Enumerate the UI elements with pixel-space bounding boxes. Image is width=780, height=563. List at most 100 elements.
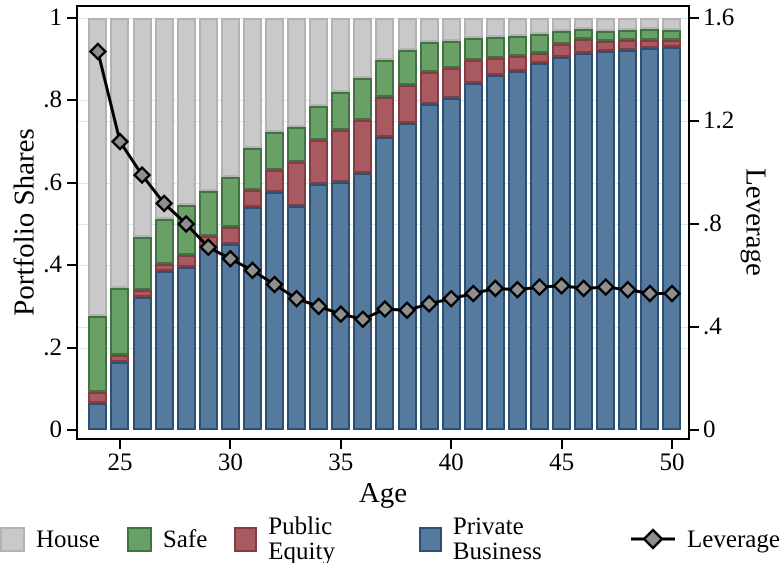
bar-safe-age-45 <box>552 30 572 44</box>
x-axis-tick-label: 25 <box>107 449 133 476</box>
bar-safe-age-44 <box>530 34 549 53</box>
bar-public-equity-age-30 <box>220 226 240 245</box>
bar-safe-age-34 <box>309 105 329 140</box>
left-axis-tick-label: .6 <box>43 168 62 196</box>
leverage-marker-age-30 <box>221 249 240 268</box>
bar-public-equity-age-34 <box>309 139 329 185</box>
bar-safe-age-48 <box>618 30 638 40</box>
house-swatch-icon <box>0 526 25 552</box>
x-axis-tick-label: 40 <box>438 449 464 476</box>
left-axis-tick <box>67 429 76 431</box>
right-axis-tick <box>690 326 699 328</box>
right-axis-tick-label: .8 <box>703 210 722 237</box>
bar-public-equity-age-40 <box>441 68 461 99</box>
right-axis-tick-label: .4 <box>703 313 722 340</box>
bar-house-age-46 <box>574 18 594 30</box>
legend-label: Public Equity <box>268 513 335 563</box>
bar-safe-age-41 <box>463 38 483 61</box>
legend-item-house: House <box>0 526 100 552</box>
leverage-marker-age-47 <box>596 277 615 297</box>
bar-safe-age-50 <box>662 29 682 40</box>
bar-house-age-48 <box>618 18 638 31</box>
leverage-marker-age-26 <box>132 165 152 185</box>
bar-house-age-40 <box>441 18 461 42</box>
bar-safe-age-31 <box>242 147 262 190</box>
leverage-line-layer <box>88 42 682 329</box>
right-axis-tick-label: 1.2 <box>703 107 735 134</box>
bar-public-equity-age-48 <box>618 39 638 51</box>
left-axis-tick <box>67 346 76 349</box>
legend-label: Private Business <box>452 513 542 563</box>
bar-private-business-age-36 <box>353 173 373 430</box>
bar-public-equity-age-27 <box>154 264 174 272</box>
leverage-marker-age-31 <box>243 261 262 280</box>
right-axis-tick-label: 1.6 <box>703 4 735 31</box>
leverage-marker-age-37 <box>375 299 395 319</box>
bar-public-equity-age-24 <box>88 392 108 404</box>
bar-house-age-45 <box>552 18 572 31</box>
bar-safe-age-38 <box>397 50 417 86</box>
bar-safe-age-36 <box>353 78 373 121</box>
bar-private-business-age-46 <box>574 52 594 430</box>
left-axis-tick <box>67 264 76 267</box>
bar-private-business-age-39 <box>419 104 439 430</box>
leverage-marker-age-41 <box>464 284 483 303</box>
leverage-marker-age-44 <box>530 277 549 297</box>
bar-private-business-age-45 <box>552 56 572 430</box>
plot-area <box>76 5 690 440</box>
leverage-marker-age-40 <box>441 289 461 308</box>
bar-safe-age-26 <box>132 237 152 290</box>
bar-public-equity-age-44 <box>530 52 549 63</box>
bar-house-age-29 <box>198 18 218 192</box>
bar-house-age-37 <box>375 18 395 61</box>
bar-safe-age-27 <box>154 219 174 265</box>
leverage-marker-age-42 <box>486 279 505 298</box>
bar-private-business-age-48 <box>618 50 638 430</box>
leverage-marker-age-46 <box>574 279 593 298</box>
bar-public-equity-age-39 <box>419 71 439 105</box>
leverage-marker-age-43 <box>508 280 527 299</box>
left-axis-tick <box>67 99 76 102</box>
bar-private-business-age-37 <box>375 136 395 430</box>
bar-safe-age-37 <box>375 60 395 97</box>
bar-public-equity-age-32 <box>265 169 285 192</box>
left-axis-tick-label: .2 <box>43 333 62 361</box>
bar-public-equity-age-41 <box>463 60 483 83</box>
right-axis-title: Leverage <box>739 168 772 276</box>
legend-item-public-equity: Public Equity <box>234 514 392 563</box>
leverage-marker-age-48 <box>618 280 638 299</box>
x-axis-tick-label: 30 <box>217 449 243 476</box>
bar-public-equity-age-26 <box>132 289 152 298</box>
x-axis-tick <box>450 440 453 449</box>
left-axis-tick-label: 1 <box>49 4 63 31</box>
bar-safe-age-32 <box>265 132 285 170</box>
leverage-marker-age-35 <box>331 304 350 324</box>
bar-house-age-33 <box>287 18 307 127</box>
bar-private-business-age-50 <box>662 47 682 430</box>
public-equity-swatch-icon <box>234 526 258 552</box>
bar-house-age-47 <box>596 18 616 31</box>
bar-private-business-age-32 <box>265 191 285 430</box>
legend-label: Leverage <box>687 525 780 553</box>
leverage-marker-age-29 <box>199 237 218 257</box>
bar-private-business-age-40 <box>441 98 461 430</box>
bar-private-business-age-38 <box>397 123 417 430</box>
bar-safe-age-39 <box>419 41 439 72</box>
bar-public-equity-age-43 <box>507 55 527 71</box>
bar-house-age-49 <box>640 18 660 29</box>
bar-private-business-age-28 <box>176 266 196 430</box>
bar-house-age-50 <box>662 18 682 30</box>
bar-house-age-31 <box>242 18 262 148</box>
bar-public-equity-age-25 <box>110 354 130 362</box>
bar-safe-age-30 <box>220 176 240 227</box>
x-axis-tick <box>670 440 673 449</box>
bar-safe-age-33 <box>287 126 307 163</box>
x-axis-tick <box>118 440 121 449</box>
leverage-marker-age-24 <box>88 42 108 61</box>
bar-house-age-36 <box>353 18 373 79</box>
bar-public-equity-age-33 <box>287 162 307 206</box>
bar-safe-age-29 <box>198 191 218 237</box>
leverage-marker-age-38 <box>397 301 417 320</box>
bar-private-business-age-30 <box>220 244 240 430</box>
bar-safe-age-43 <box>507 36 527 56</box>
